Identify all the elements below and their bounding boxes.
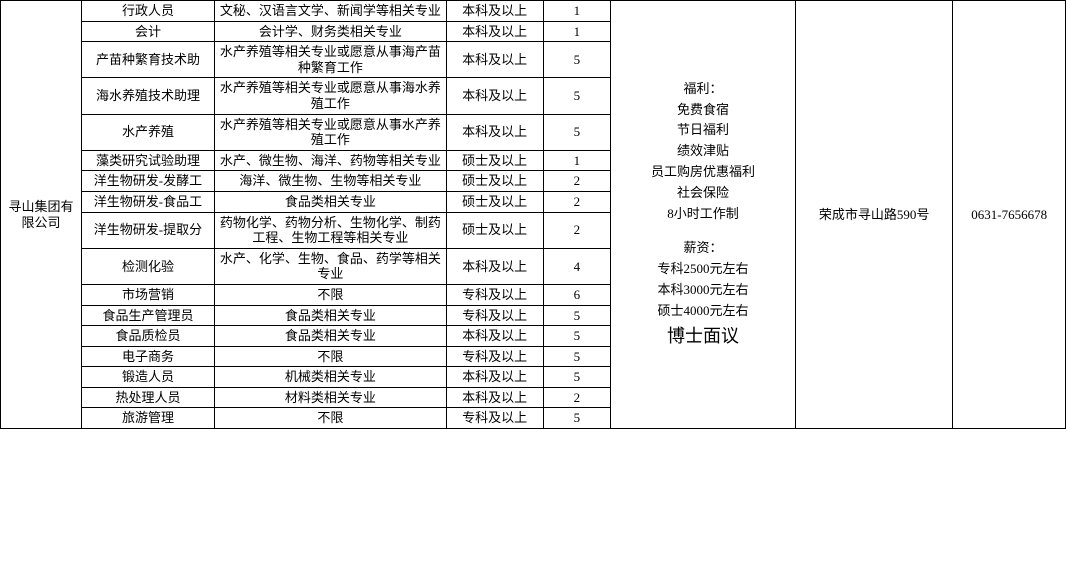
major-cell: 水产、化学、生物、食品、药学等相关专业	[214, 248, 446, 284]
position-cell: 市场营销	[82, 284, 215, 305]
position-cell: 产苗种繁育技术助	[82, 42, 215, 78]
position-cell: 旅游管理	[82, 408, 215, 429]
phone-cell: 0631-7656678	[953, 1, 1066, 429]
major-cell: 机械类相关专业	[214, 367, 446, 388]
benefit-line: 免费食宿	[615, 100, 791, 121]
position-cell: 洋生物研发-食品工	[82, 191, 215, 212]
edu-cell: 专科及以上	[446, 305, 543, 326]
count-cell: 4	[543, 248, 611, 284]
edu-cell: 本科及以上	[446, 114, 543, 150]
major-cell: 水产养殖等相关专业或愿意从事海产苗种繁育工作	[214, 42, 446, 78]
position-cell: 检测化验	[82, 248, 215, 284]
benefit-spacer	[615, 224, 791, 238]
major-cell: 食品类相关专业	[214, 191, 446, 212]
major-cell: 会计学、财务类相关专业	[214, 21, 446, 42]
major-cell: 文秘、汉语言文学、新闻学等相关专业	[214, 1, 446, 22]
edu-cell: 硕士及以上	[446, 191, 543, 212]
major-cell: 不限	[214, 284, 446, 305]
position-cell: 水产养殖	[82, 114, 215, 150]
count-cell: 1	[543, 21, 611, 42]
count-cell: 5	[543, 42, 611, 78]
major-cell: 不限	[214, 408, 446, 429]
position-cell: 海水养殖技术助理	[82, 78, 215, 114]
major-cell: 水产养殖等相关专业或愿意从事水产养殖工作	[214, 114, 446, 150]
edu-cell: 硕士及以上	[446, 212, 543, 248]
count-cell: 5	[543, 408, 611, 429]
count-cell: 6	[543, 284, 611, 305]
position-cell: 会计	[82, 21, 215, 42]
edu-cell: 硕士及以上	[446, 171, 543, 192]
benefit-line: 社会保险	[615, 183, 791, 204]
benefit-cell: 福利：免费食宿节日福利绩效津贴员工购房优惠福利社会保险8小时工作制薪资：专科25…	[611, 1, 796, 429]
major-cell: 水产、微生物、海洋、药物等相关专业	[214, 150, 446, 171]
major-cell: 食品类相关专业	[214, 305, 446, 326]
edu-cell: 本科及以上	[446, 367, 543, 388]
position-cell: 电子商务	[82, 346, 215, 367]
count-cell: 2	[543, 191, 611, 212]
edu-cell: 本科及以上	[446, 78, 543, 114]
position-cell: 洋生物研发-提取分	[82, 212, 215, 248]
edu-cell: 专科及以上	[446, 284, 543, 305]
salary-header: 薪资：	[615, 238, 791, 259]
edu-cell: 本科及以上	[446, 1, 543, 22]
major-cell: 水产养殖等相关专业或愿意从事海水养殖工作	[214, 78, 446, 114]
count-cell: 5	[543, 367, 611, 388]
edu-cell: 本科及以上	[446, 21, 543, 42]
benefit-line: 节日福利	[615, 120, 791, 141]
count-cell: 2	[543, 171, 611, 192]
salary-line: 本科3000元左右	[615, 280, 791, 301]
count-cell: 5	[543, 326, 611, 347]
count-cell: 5	[543, 114, 611, 150]
edu-cell: 硕士及以上	[446, 150, 543, 171]
edu-cell: 专科及以上	[446, 408, 543, 429]
recruitment-table: 寻山集团有限公司行政人员文秘、汉语言文学、新闻学等相关专业本科及以上1福利：免费…	[0, 0, 1066, 429]
count-cell: 5	[543, 305, 611, 326]
edu-cell: 本科及以上	[446, 387, 543, 408]
count-cell: 5	[543, 346, 611, 367]
major-cell: 海洋、微生物、生物等相关专业	[214, 171, 446, 192]
major-cell: 药物化学、药物分析、生物化学、制药工程、生物工程等相关专业	[214, 212, 446, 248]
count-cell: 1	[543, 150, 611, 171]
major-cell: 材料类相关专业	[214, 387, 446, 408]
benefit-line: 员工购房优惠福利	[615, 162, 791, 183]
count-cell: 2	[543, 387, 611, 408]
benefit-line: 绩效津贴	[615, 141, 791, 162]
edu-cell: 专科及以上	[446, 346, 543, 367]
address-cell: 荣成市寻山路590号	[795, 1, 953, 429]
position-cell: 行政人员	[82, 1, 215, 22]
salary-big: 博士面议	[615, 322, 791, 351]
position-cell: 藻类研究试验助理	[82, 150, 215, 171]
salary-line: 硕士4000元左右	[615, 301, 791, 322]
edu-cell: 本科及以上	[446, 248, 543, 284]
position-cell: 食品生产管理员	[82, 305, 215, 326]
benefit-line: 8小时工作制	[615, 204, 791, 225]
edu-cell: 本科及以上	[446, 326, 543, 347]
edu-cell: 本科及以上	[446, 42, 543, 78]
position-cell: 食品质检员	[82, 326, 215, 347]
position-cell: 洋生物研发-发酵工	[82, 171, 215, 192]
company-cell: 寻山集团有限公司	[1, 1, 82, 429]
count-cell: 1	[543, 1, 611, 22]
recruitment-table-wrap: 寻山集团有限公司行政人员文秘、汉语言文学、新闻学等相关专业本科及以上1福利：免费…	[0, 0, 1066, 563]
benefit-header: 福利：	[615, 79, 791, 100]
count-cell: 5	[543, 78, 611, 114]
major-cell: 不限	[214, 346, 446, 367]
position-cell: 锻造人员	[82, 367, 215, 388]
position-cell: 热处理人员	[82, 387, 215, 408]
count-cell: 2	[543, 212, 611, 248]
salary-line: 专科2500元左右	[615, 259, 791, 280]
major-cell: 食品类相关专业	[214, 326, 446, 347]
